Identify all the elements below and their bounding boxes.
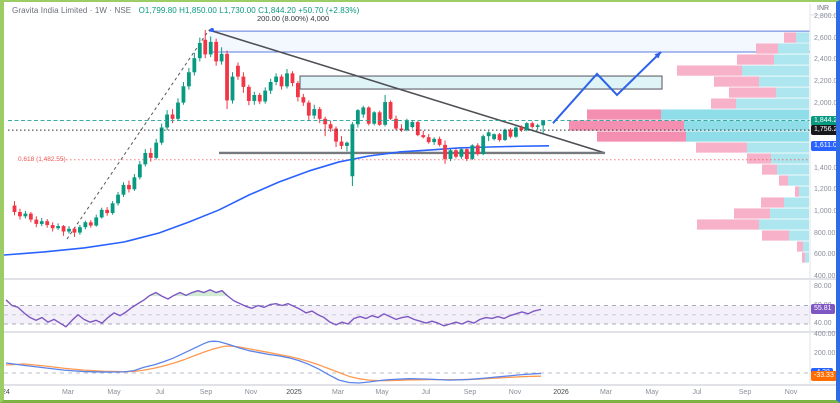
axis-tick-label: 800.00: [814, 229, 836, 237]
moving-average-line: [4, 145, 550, 256]
axis-tick-label: 2,000.00: [814, 99, 840, 107]
volume-profile: [569, 32, 809, 263]
time-axis-month-label: May: [107, 389, 121, 396]
fib-level-label: 0.618 (1,482.55): [18, 156, 66, 163]
axis-tick-label: 2,200.00: [814, 78, 840, 85]
candlesticks: [12, 30, 546, 237]
time-axis-year-label: 2024: [1, 389, 10, 396]
resistance-band: [209, 30, 810, 53]
time-axis-year-label: 2025: [286, 389, 302, 396]
macd-indicator: [4, 340, 810, 384]
axis-tick-label: 2,800.00: [814, 13, 840, 20]
axis-tick-label: 400.00: [814, 331, 836, 338]
axis-tick-label: 400.00: [814, 273, 836, 280]
time-axis-year-label: 2026: [553, 389, 569, 396]
main-chart-canvas[interactable]: [4, 2, 840, 403]
time-axis-month-label: Jul: [155, 389, 165, 396]
axis-tick-label: 2,400.00: [814, 56, 840, 64]
ohlc-values: O1,799.80 H1,850.00 L1,730.00 C1,844.20 …: [138, 6, 360, 15]
axis-tick-label: 2,600.00: [814, 34, 840, 42]
symbol-header[interactable]: Gravita India Limited · 1W · NSE O1,799.…: [12, 6, 359, 15]
time-axis-month-label: Jul: [692, 389, 702, 396]
axis-tick-label: 200.00: [814, 350, 836, 357]
rsi-indicator: [4, 289, 810, 328]
ma-value-badge: 1,611.09: [811, 140, 836, 151]
axis-tick-label: 1,400.00: [814, 164, 840, 172]
measure-annotation: 200.00 (8.00%) 4,000: [257, 14, 330, 23]
time-axis-month-label: May: [375, 389, 389, 396]
time-axis-month-label: Nov: [784, 389, 798, 396]
axis-tick-label: 80.00: [814, 283, 832, 290]
price-lines: [8, 120, 810, 131]
signal-value-badge: -33.33: [811, 371, 836, 382]
axis-tick-label: 1,200.00: [814, 186, 840, 194]
time-axis-month-label: Nov: [508, 389, 522, 396]
time-axis-month-label: Sep: [738, 389, 752, 396]
axis-tick-label: 40.00: [814, 320, 832, 327]
last-price-badge: 1,844.20: [811, 115, 836, 126]
projection-arrow: [552, 51, 662, 124]
prev-close-badge: 1,756.25: [811, 125, 836, 136]
time-axis-month-label: Jul: [421, 389, 431, 396]
time-axis-month-label: Sep: [463, 389, 477, 396]
time-axis-month-label: Mar: [61, 389, 75, 396]
axis-tick-label: 600.00: [814, 251, 836, 259]
axis-tick-label: 1,000.00: [814, 208, 840, 215]
time-axis-month-label: Mar: [599, 389, 613, 396]
time-axis-month-label: Nov: [244, 389, 258, 396]
rsi-value-badge: 55.81: [811, 304, 835, 315]
time-axis-month-label: Mar: [331, 389, 345, 396]
currency-label: INR: [817, 5, 830, 12]
trend-lines: [66, 28, 606, 240]
pane-separators: [4, 4, 836, 386]
time-axis-month-label: May: [645, 389, 659, 396]
supply-zone-box: [299, 75, 663, 90]
symbol-title: Gravita India Limited · 1W · NSE: [12, 6, 132, 15]
time-axis-month-label: Sep: [199, 389, 213, 396]
